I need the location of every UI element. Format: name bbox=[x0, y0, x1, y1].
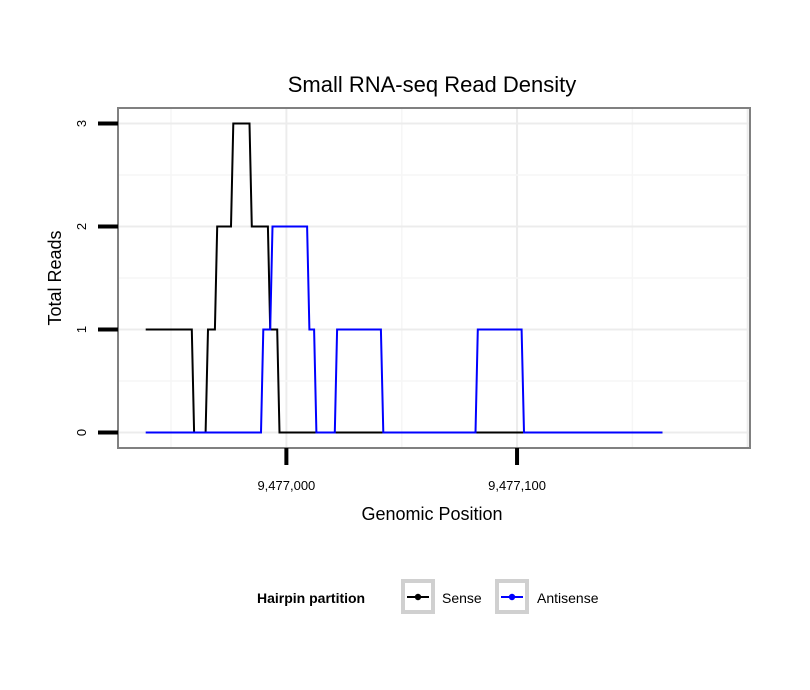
x-tick-label: 9,477,100 bbox=[488, 478, 546, 493]
x-axis: 9,477,000 9,477,100 bbox=[257, 448, 546, 493]
series-layer bbox=[145, 122, 663, 434]
y-tick-label: 3 bbox=[74, 120, 89, 127]
plot-panel-border bbox=[117, 107, 751, 449]
x-axis-title: Genomic Position bbox=[361, 504, 502, 524]
legend-title: Hairpin partition bbox=[257, 590, 365, 606]
legend: Hairpin partition Sense Antisense bbox=[257, 579, 599, 614]
legend-key-dot-sense bbox=[414, 593, 422, 601]
y-tick-label: 0 bbox=[74, 429, 89, 436]
chart-title: Small RNA-seq Read Density bbox=[288, 72, 577, 97]
legend-item-antisense[interactable]: Antisense bbox=[495, 579, 599, 614]
y-axis: 0 1 2 3 bbox=[74, 120, 118, 436]
series-line-antisense bbox=[145, 225, 663, 434]
y-axis-title: Total Reads bbox=[45, 230, 65, 325]
x-tick-label: 9,477,000 bbox=[257, 478, 315, 493]
legend-label-antisense: Antisense bbox=[537, 590, 599, 606]
legend-item-sense[interactable]: Sense bbox=[401, 579, 482, 614]
y-tick-label: 1 bbox=[74, 326, 89, 333]
legend-key-dot-antisense bbox=[508, 593, 516, 601]
legend-label-sense: Sense bbox=[442, 590, 482, 606]
y-tick-label: 2 bbox=[74, 223, 89, 230]
